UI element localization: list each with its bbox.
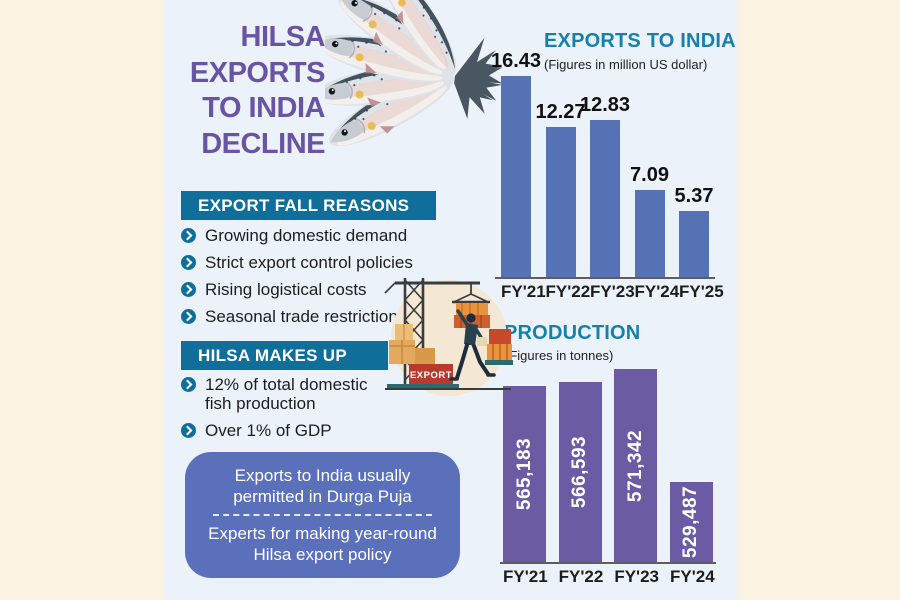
main-title-line: EXPORTS bbox=[189, 56, 326, 89]
chart-title: PRODUCTION bbox=[504, 322, 641, 344]
main-title-line: DECLINE bbox=[201, 127, 325, 160]
chart-subtitle: (Figures in million US dollar) bbox=[544, 57, 708, 72]
bullet-text: Strict export control policies bbox=[205, 253, 413, 272]
bar-value-label: 529,487 bbox=[680, 485, 702, 559]
note-line-1: Exports to India usually permitted in Du… bbox=[233, 466, 412, 506]
worker-figure bbox=[449, 309, 496, 381]
infographic-panel: HILSA EXPORTS TO INDIA DECLINE bbox=[163, 0, 737, 600]
bar: 571,342 bbox=[614, 369, 658, 562]
x-axis-label: FY'23 bbox=[614, 567, 659, 586]
bullet-item: Seasonal trade restrictions bbox=[181, 307, 413, 326]
bullet-item: Over 1% of GDP bbox=[181, 421, 387, 440]
bullet-text: Growing domestic demand bbox=[205, 226, 408, 245]
bar-column-FY'21: 565,183 bbox=[503, 386, 546, 562]
bullet-item: Growing domestic demand bbox=[181, 226, 413, 245]
bar-column-FY'24: 529,487 bbox=[669, 482, 713, 562]
plot-area: 16.43 12.27 12.83 7.09 5.37 bbox=[491, 50, 715, 277]
bullet-text: Over 1% of GDP bbox=[205, 421, 332, 440]
bar bbox=[679, 211, 709, 277]
x-axis-label: FY'24 bbox=[634, 282, 680, 301]
main-title-line: TO INDIA bbox=[202, 92, 325, 124]
bar-column-FY'22: 566,593 bbox=[558, 382, 602, 562]
bar-value-label: 12.83 bbox=[579, 94, 631, 116]
chart-title: EXPORTS TO INDIA bbox=[544, 30, 736, 52]
x-axis-label: FY'22 bbox=[545, 282, 591, 301]
x-axis-label: FY'21 bbox=[501, 282, 546, 301]
bar bbox=[501, 76, 531, 277]
bullet-item: Rising logistical costs bbox=[181, 280, 413, 299]
production-chart: PRODUCTION (Figures in tonnes) 565,183 56… bbox=[500, 322, 716, 586]
chart-subtitle: (Figures in tonnes) bbox=[505, 348, 614, 363]
reasons-header-label: EXPORT FALL REASONS bbox=[198, 195, 410, 215]
bar-column-FY'25: 5.37 bbox=[675, 185, 713, 277]
reasons-list: Growing domestic demand Strict export con… bbox=[181, 226, 413, 334]
note-line-2: Experts for making year-round Hilsa expo… bbox=[208, 524, 437, 564]
makeup-header-label: HILSA MAKES UP bbox=[198, 345, 348, 365]
bar-value-label: 16.43 bbox=[490, 50, 542, 72]
x-axis-label: FY'22 bbox=[558, 567, 604, 586]
bar: 565,183 bbox=[503, 386, 546, 562]
bar-value-label: 565,183 bbox=[513, 437, 535, 511]
export-box-label: EXPORT bbox=[410, 370, 452, 381]
port-crane-illustration: EXPORT bbox=[384, 278, 513, 396]
exports-to-india-chart: EXPORTS TO INDIA (Figures in million US … bbox=[491, 28, 736, 302]
x-axis-label: FY'21 bbox=[503, 567, 548, 586]
bar-column-FY'22: 12.27 bbox=[535, 101, 586, 277]
bullet-text: 12% of total domestic fish production bbox=[205, 375, 368, 413]
bar-value-label: 566,593 bbox=[569, 435, 591, 509]
x-axis-label: FY'24 bbox=[669, 567, 715, 586]
bar-column-FY'23: 571,342 bbox=[614, 369, 658, 562]
bullet-text: Rising logistical costs bbox=[205, 280, 367, 299]
arrow-bullet-icon bbox=[181, 282, 196, 297]
main-title-line: HILSA bbox=[240, 21, 326, 53]
makeup-list: 12% of total domestic fish production Ove… bbox=[181, 375, 387, 448]
arrow-bullet-icon bbox=[181, 255, 196, 270]
dashed-divider bbox=[213, 514, 432, 516]
note-box: Exports to India usually permitted in Du… bbox=[185, 452, 460, 578]
bar: 529,487 bbox=[669, 482, 713, 562]
bullet-item: Strict export control policies bbox=[181, 253, 413, 272]
bar: 566,593 bbox=[558, 382, 602, 562]
x-axis: FY'21 FY'22 FY'23 FY'24 FY'25 bbox=[495, 277, 724, 302]
bar-column-FY'23: 12.83 bbox=[580, 94, 630, 277]
arrow-bullet-icon bbox=[181, 377, 196, 392]
bullet-item: 12% of total domestic fish production bbox=[181, 375, 387, 413]
bar-value-label: 12.27 bbox=[535, 101, 586, 123]
bar bbox=[634, 190, 665, 277]
x-axis: FY'21 FY'22 FY'23 FY'24 bbox=[500, 562, 716, 587]
plot-area: 565,183 566,593 571,342 529,487 bbox=[500, 369, 716, 562]
bar-column-FY'21: 16.43 bbox=[491, 50, 541, 277]
bar-column-FY'24: 7.09 bbox=[630, 164, 669, 277]
makeup-header-bar: HILSA MAKES UP bbox=[181, 341, 388, 370]
bar bbox=[545, 127, 576, 277]
bar-value-label: 571,342 bbox=[624, 429, 646, 502]
x-axis-label: FY'25 bbox=[679, 282, 724, 301]
reasons-header-bar: EXPORT FALL REASONS bbox=[181, 191, 436, 220]
arrow-bullet-icon bbox=[181, 423, 196, 438]
bullet-text: Seasonal trade restrictions bbox=[205, 307, 407, 326]
bar bbox=[590, 120, 620, 277]
bar-value-label: 7.09 bbox=[630, 164, 669, 186]
arrow-bullet-icon bbox=[181, 309, 196, 324]
main-title: HILSA EXPORTS TO INDIA DECLINE bbox=[163, 20, 326, 162]
arrow-bullet-icon bbox=[181, 228, 196, 243]
x-axis-label: FY'23 bbox=[590, 282, 635, 301]
bar-value-label: 5.37 bbox=[674, 185, 714, 207]
